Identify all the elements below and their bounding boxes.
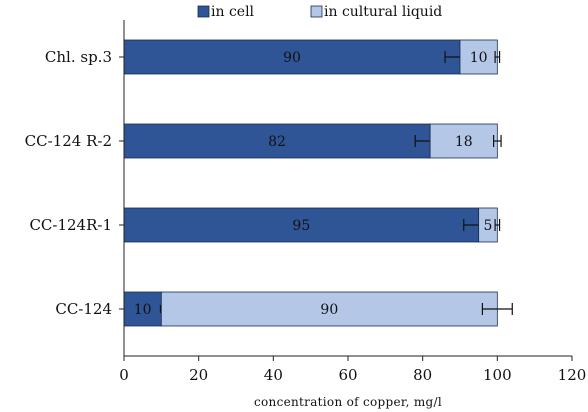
bar-segment <box>123 39 461 75</box>
data-label: 5 <box>484 218 493 234</box>
category-labels: Chl. sp.3 CC-124 R-2 CC-124R-1 CC-124 <box>25 48 124 318</box>
bar-segment <box>429 123 498 159</box>
category-label: CC-124 R-2 <box>25 132 112 150</box>
x-tick-label: 80 <box>413 366 432 384</box>
data-label: 90 <box>283 50 301 66</box>
legend-swatch <box>197 5 210 18</box>
bar-segment <box>160 291 498 327</box>
x-tick-label: 20 <box>189 366 208 384</box>
bar-segment <box>459 39 498 75</box>
data-label: 90 <box>320 302 338 318</box>
data-label: 82 <box>268 134 286 150</box>
category-label: CC-124 <box>55 300 112 318</box>
bars: 90 10 82 18 95 5 10 90 <box>123 39 513 327</box>
data-label: 10 <box>134 302 152 318</box>
legend-label: in cell <box>211 4 255 20</box>
legend: in cell in cultural liquid <box>197 4 442 20</box>
category-label: CC-124R-1 <box>29 216 112 234</box>
x-tick-label: 100 <box>483 366 512 384</box>
legend-label: in cultural liquid <box>324 4 442 20</box>
data-label: 95 <box>292 218 310 234</box>
x-tick-label: 120 <box>558 366 587 384</box>
bar-segment <box>123 291 162 327</box>
category-label: Chl. sp.3 <box>45 48 112 66</box>
data-label: 10 <box>470 50 488 66</box>
legend-swatch <box>310 5 323 18</box>
x-tick-label: 0 <box>119 366 129 384</box>
bar-segment <box>123 207 480 243</box>
x-tick-label: 40 <box>264 366 283 384</box>
data-label: 18 <box>455 134 473 150</box>
x-tick-label: 60 <box>338 366 357 384</box>
x-ticks: 0 20 40 60 80 100 120 <box>119 356 586 384</box>
x-axis-title: concentration of copper, mg/l <box>254 395 442 409</box>
